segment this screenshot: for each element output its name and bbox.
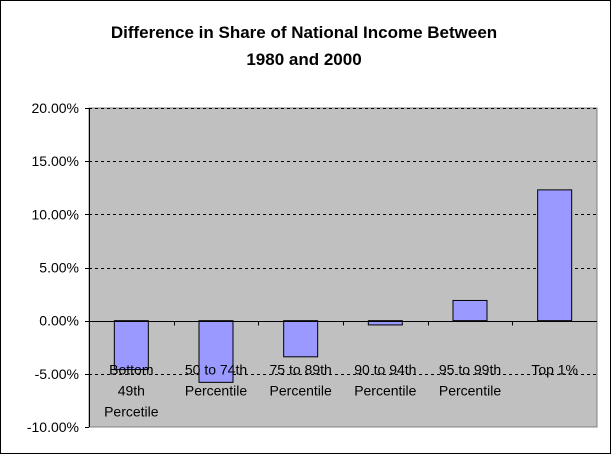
y-tick-label: 10.00% xyxy=(32,206,79,222)
bar xyxy=(452,299,488,322)
x-axis-category-labels: Bottom 49th Percetile 50 to 74th Percentile 7… xyxy=(104,362,578,420)
x-category-label: Top 1% xyxy=(531,362,578,378)
bars xyxy=(113,189,573,383)
x-category-label: 49th xyxy=(118,383,145,399)
bar xyxy=(367,320,403,326)
x-category-label: 50 to 74th xyxy=(185,362,247,378)
bar xyxy=(113,320,149,371)
x-category-label: Percentile xyxy=(270,383,332,399)
y-axis-tick-labels: -10.00% -5.00% 0.00% 5.00% 10.00% 15.00% 20.00… xyxy=(27,100,79,435)
chart-title-line-1: Difference in Share of National Income B… xyxy=(111,23,497,42)
x-category-label: Percetile xyxy=(104,404,159,420)
y-tick-label: 20.00% xyxy=(32,100,79,116)
gridlines xyxy=(89,108,597,375)
y-tick-label: -10.00% xyxy=(27,419,79,435)
y-tick-label: -5.00% xyxy=(35,366,79,382)
x-category-label: Percentile xyxy=(185,383,247,399)
bar xyxy=(537,189,573,322)
plot-area xyxy=(88,107,598,428)
axes xyxy=(85,108,597,428)
bar xyxy=(283,320,319,358)
x-category-label: 95 to 99th xyxy=(439,362,501,378)
y-tick-label: 0.00% xyxy=(39,313,79,329)
y-tick-label: 5.00% xyxy=(39,260,79,276)
chart-title-line-2: 1980 and 2000 xyxy=(246,50,361,69)
x-category-label: 75 to 89th xyxy=(270,362,332,378)
bar xyxy=(198,320,234,383)
x-category-label: Percentile xyxy=(439,383,501,399)
x-category-label: Bottom xyxy=(109,362,153,378)
x-category-label: Percentile xyxy=(354,383,416,399)
x-category-label: 90 to 94th xyxy=(354,362,416,378)
y-tick-label: 15.00% xyxy=(32,153,79,169)
